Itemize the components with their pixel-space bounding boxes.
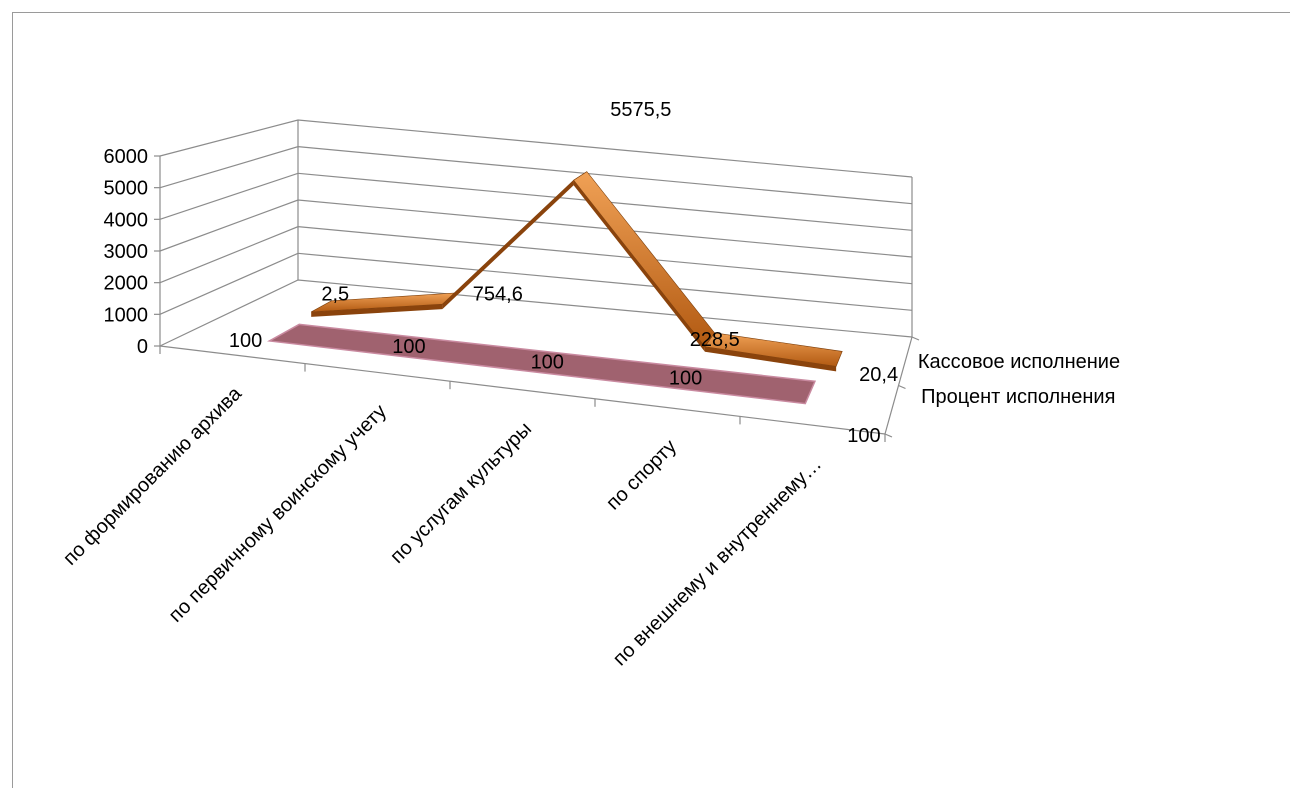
cash-data-label: 754,6 [473, 283, 523, 305]
category-label: по формированию архива [59, 382, 247, 570]
cash-ribbon-segment [573, 171, 715, 348]
x-axis [159, 345, 886, 435]
y-tick-label: 1000 [104, 304, 149, 326]
y-axis-ticks: 0 1000 2000 3000 4000 5000 6000 [104, 146, 160, 358]
data-labels: 2,5 754,6 5575,5 228,5 20,4 100 100 100 100 100 [229, 99, 898, 447]
series-cash [311, 171, 843, 372]
gridlines [159, 119, 913, 347]
legend-cash: Кассовое исполнение [918, 351, 1120, 373]
gridline [159, 279, 913, 347]
y-tick-label: 0 [137, 336, 148, 358]
gridline [159, 252, 913, 315]
percent-data-label: 100 [847, 425, 880, 447]
legend-percent: Процент исполнения [921, 386, 1115, 408]
depth-tick [911, 336, 920, 341]
series-percent [267, 323, 817, 405]
y-tick-label: 2000 [104, 273, 149, 295]
cash-ribbon-segment-edge [573, 180, 705, 352]
y-tick-label: 6000 [104, 146, 149, 168]
chart-frame [12, 12, 1290, 788]
cash-ribbon-segment-edge [704, 346, 837, 372]
cash-data-label: 20,4 [859, 364, 898, 386]
percent-data-label: 100 [392, 336, 425, 358]
y-tick-label: 4000 [104, 209, 149, 231]
percent-ribbon [267, 323, 817, 405]
category-label: по спорту [602, 436, 681, 515]
cash-ribbon-segment-edge [311, 304, 443, 317]
depth-tick [898, 384, 906, 390]
percent-data-label: 100 [229, 330, 262, 352]
category-label: по услугам культуры [386, 418, 536, 568]
depth-series-labels: Кассовое исполнение Процент исполнения [918, 351, 1120, 408]
cash-data-label: 2,5 [321, 283, 349, 305]
depth-tick [884, 433, 893, 438]
cash-ribbon-segment-edge [442, 180, 574, 310]
y-tick-label: 5000 [104, 178, 149, 200]
percent-data-label: 100 [669, 367, 702, 389]
percent-data-label: 100 [531, 352, 564, 374]
cash-data-label: 5575,5 [610, 99, 671, 121]
y-tick-label: 3000 [104, 241, 149, 263]
cash-data-label: 228,5 [690, 329, 740, 351]
